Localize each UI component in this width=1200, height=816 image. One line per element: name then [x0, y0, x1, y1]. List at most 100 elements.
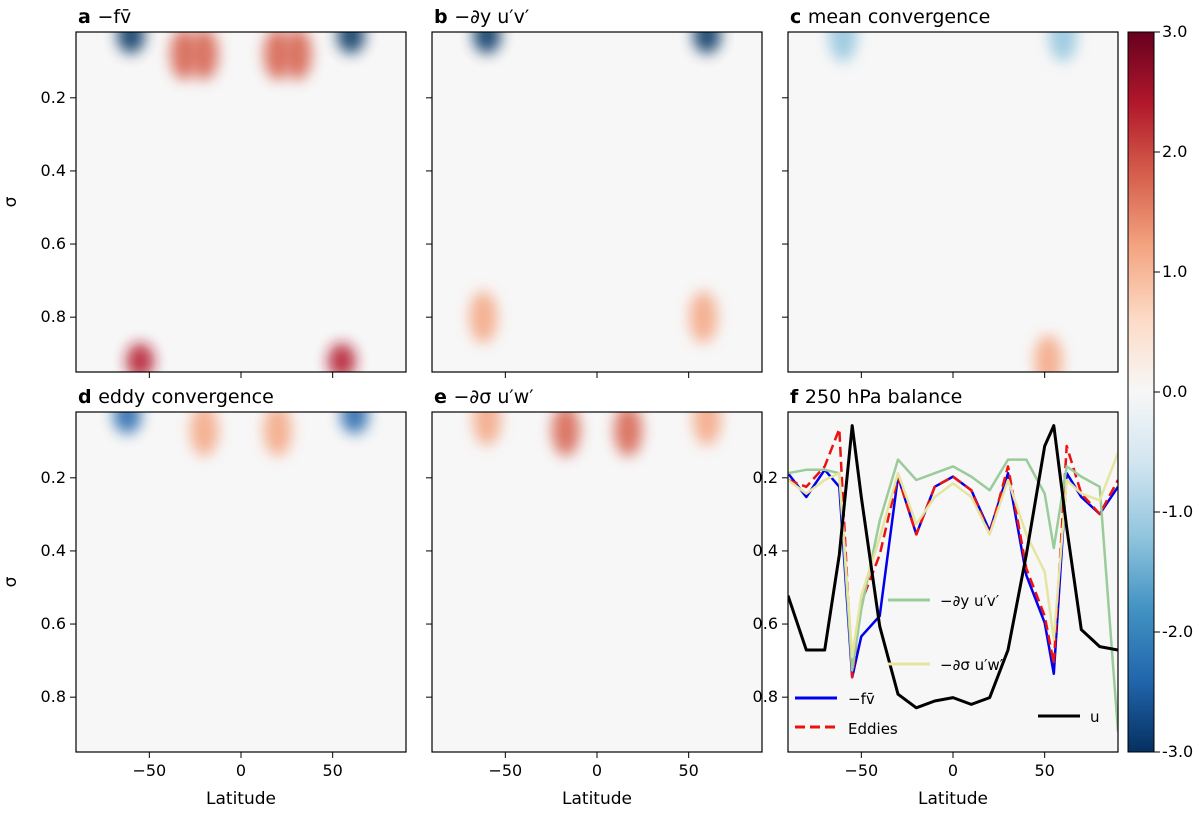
panel-background: [788, 412, 1118, 752]
y-tick-label: 0.2: [41, 88, 66, 107]
heatmap-feature: [117, 32, 145, 54]
line-plot: [788, 424, 1118, 732]
x-tick-label: −50: [844, 761, 878, 780]
y-tick-label: 0.6: [41, 234, 66, 253]
panel-title-text: 250 hPa balance: [805, 386, 962, 408]
legend-label-3: −∂σ u′w′: [940, 656, 1004, 674]
panel-title-text: mean convergence: [808, 6, 990, 28]
y-axis-label: σ: [1, 196, 21, 207]
panel-background: [76, 32, 406, 372]
heatmap-field: [829, 32, 1077, 372]
heatmap-feature: [337, 32, 365, 54]
colorbar-tick-label: -1.0: [1162, 502, 1193, 521]
panel-background: [788, 32, 1118, 372]
y-tick-label: 0.6: [41, 614, 66, 633]
colorbar-tick-label: 2.0: [1162, 142, 1187, 161]
heatmap-feature: [469, 291, 498, 344]
heatmap-feature: [263, 412, 292, 457]
series-line-4: [788, 424, 1118, 710]
colorbar: 3.0 2.0 1.0 0.0 -1.0 -2.0 -3.0: [1127, 22, 1193, 761]
x-axis-label: Latitude: [562, 789, 632, 809]
colorbar-bar: [1127, 31, 1155, 753]
panel-a: a −fv̄ 0.2 0.4 0.6 0.8 σ: [1, 6, 407, 378]
x-tick-label: −50: [132, 761, 166, 780]
heatmap-feature: [473, 412, 501, 446]
y-tick-label: 0.4: [753, 541, 778, 560]
x-tick-label: 0: [948, 761, 958, 780]
heatmap-feature: [190, 412, 219, 457]
panel-letter: d: [78, 386, 98, 408]
heatmap-feature: [113, 412, 142, 434]
panel-background: [76, 412, 406, 752]
heatmap-feature: [693, 32, 721, 54]
x-tick-label: 50: [678, 761, 698, 780]
heatmap-feature: [829, 32, 857, 62]
panel-d: d eddy convergence −50 0 50 Latitude 0.2 0.4 0.…: [1, 386, 407, 809]
panel-title: b −∂y u′v′: [434, 6, 529, 28]
x-tick-label: 50: [322, 761, 342, 780]
heatmap-feature: [1034, 335, 1063, 372]
panel-title: d eddy convergence: [78, 386, 274, 408]
heatmap-feature: [170, 32, 199, 80]
heatmap-feature: [126, 343, 155, 372]
panel-letter: b: [434, 6, 454, 28]
panel-title-text: −∂σ u′w′: [454, 386, 534, 408]
y-tick-label: 0.4: [41, 161, 66, 180]
legend-label-2: −∂y u′v′: [940, 592, 1000, 610]
heatmap-field: [113, 412, 369, 457]
colorbar-tick-label: -3.0: [1162, 742, 1193, 761]
heatmap-feature: [1049, 32, 1077, 62]
heatmap-feature: [283, 32, 312, 80]
panel-background: [432, 412, 762, 752]
panel-c: c mean convergence: [782, 6, 1119, 378]
y-tick-label: 0.2: [753, 468, 778, 487]
panel-title-text: eddy convergence: [98, 386, 274, 408]
heatmap-feature: [693, 412, 721, 446]
panel-title-text: −fv̄: [97, 6, 131, 28]
series-line-3: [788, 452, 1118, 659]
panel-title: f 250 hPa balance: [790, 386, 962, 408]
panel-title: a −fv̄: [78, 6, 131, 28]
y-tick-label: 0.8: [41, 687, 66, 706]
y-tick-label: 0.4: [41, 541, 66, 560]
x-tick-label: −50: [488, 761, 522, 780]
heatmap-feature: [340, 412, 369, 434]
colorbar-tick-label: -2.0: [1162, 622, 1193, 641]
y-tick-label: 0.6: [753, 614, 778, 633]
heatmap-field: [469, 32, 721, 344]
panel-title-text: −∂y u′v′: [454, 6, 529, 28]
heatmap-feature: [190, 32, 219, 80]
colorbar-tick-label: 1.0: [1162, 262, 1187, 281]
heatmap-feature: [689, 291, 718, 344]
y-tick-label: 0.2: [41, 468, 66, 487]
legend-label-4: u: [1090, 708, 1100, 726]
panel-e: e −∂σ u′w′ −50 0 50 Latitude: [426, 386, 763, 809]
legend-label-0: −fv̄: [848, 690, 875, 708]
colorbar-tick-label: 0.0: [1162, 382, 1187, 401]
panel-f: −fv̄ Eddies −∂y u′v′ −∂σ u′w′ u f 250 hPa bal…: [753, 386, 1119, 809]
y-axis-label: σ: [1, 576, 21, 587]
heatmap-feature: [614, 412, 643, 457]
panel-letter: a: [78, 6, 97, 28]
heatmap-feature: [473, 32, 501, 54]
x-axis-label: Latitude: [206, 789, 276, 809]
heatmap-feature: [263, 32, 292, 80]
panel-letter: c: [790, 6, 808, 28]
panel-title: e −∂σ u′w′: [434, 386, 534, 408]
y-tick-label: 0.8: [41, 307, 66, 326]
heatmap-field: [117, 32, 365, 372]
colorbar-tick-label: 3.0: [1162, 22, 1187, 41]
x-axis-label: Latitude: [918, 789, 988, 809]
panel-letter: e: [434, 386, 454, 408]
panel-b: b −∂y u′v′: [426, 6, 763, 378]
panel-letter: f: [790, 386, 805, 408]
heatmap-field: [473, 412, 721, 457]
x-tick-label: 0: [236, 761, 246, 780]
heatmap-feature: [551, 412, 580, 457]
panel-title: c mean convergence: [790, 6, 990, 28]
panels-layer: a −fv̄ 0.2 0.4 0.6 0.8 σ b −∂y u′v′ c mean conv…: [1, 6, 1119, 809]
heatmap-feature: [327, 343, 356, 372]
y-tick-label: 0.8: [753, 687, 778, 706]
x-tick-label: 0: [592, 761, 602, 780]
